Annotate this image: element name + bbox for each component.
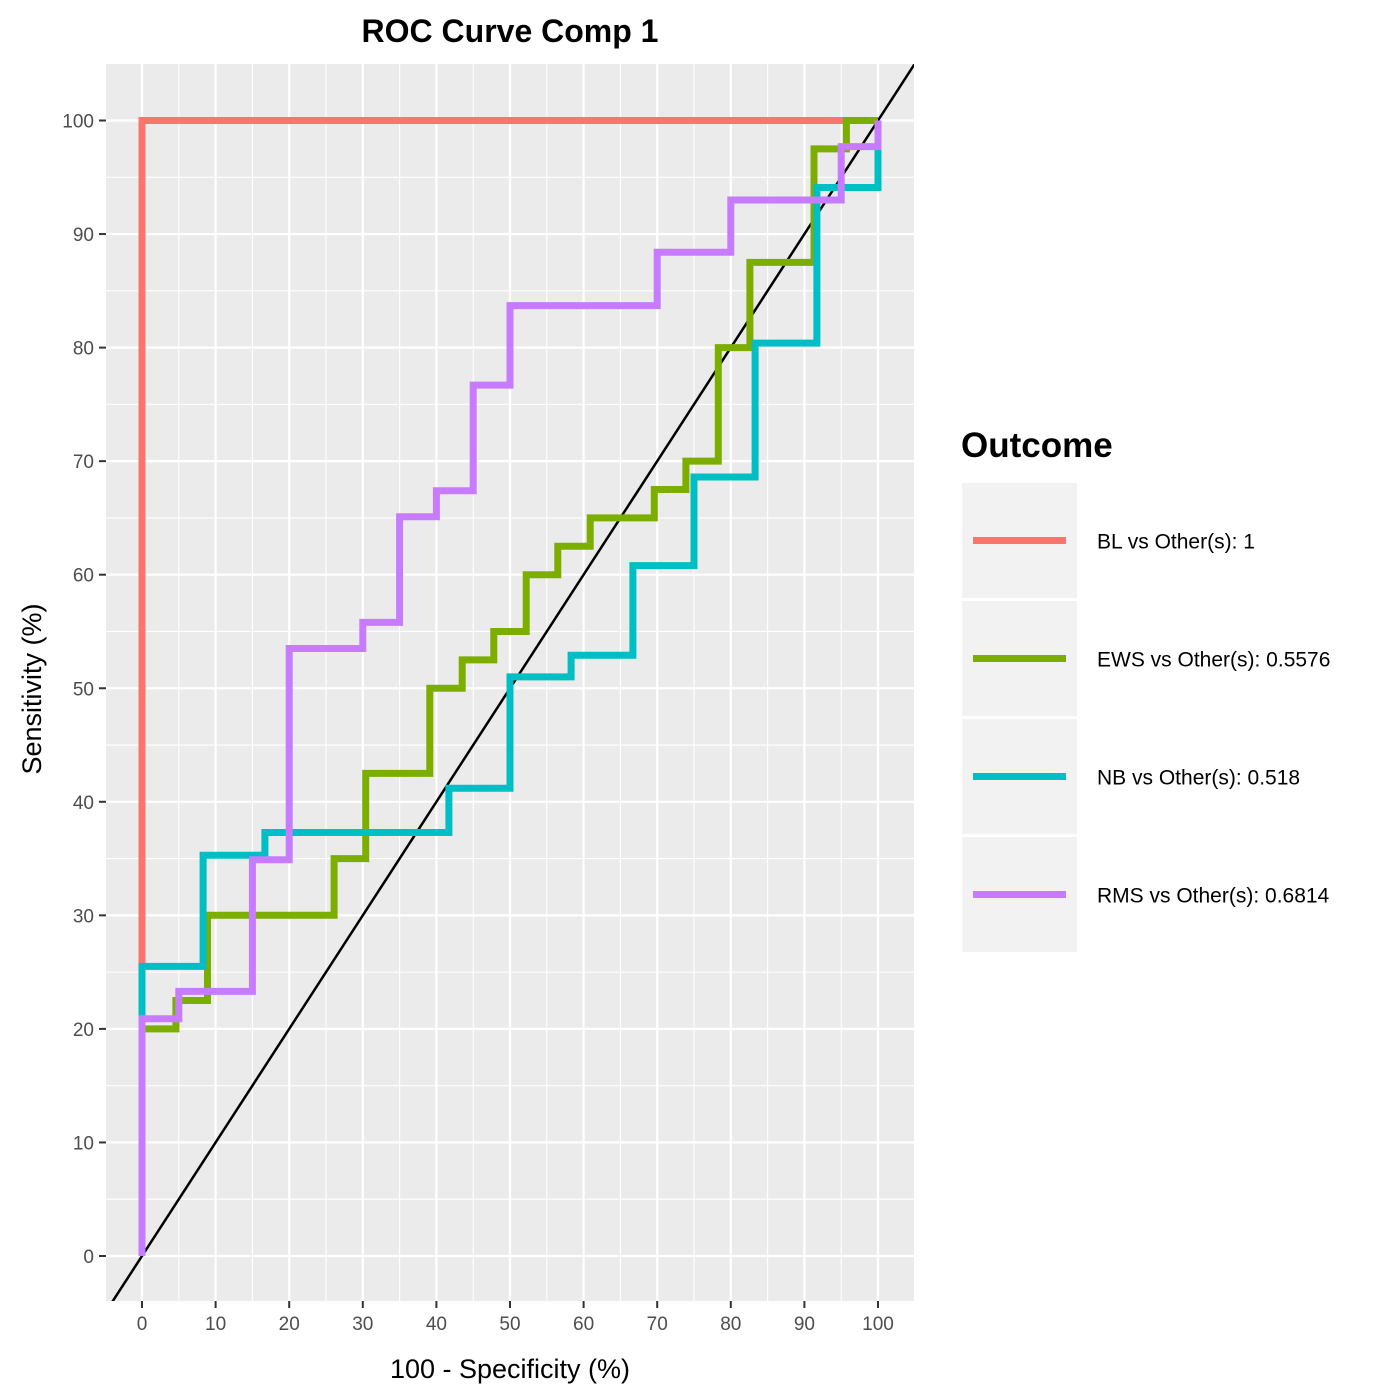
x-tick-label: 80: [720, 1314, 741, 1335]
roc-line-series-1: [138, 117, 878, 1256]
x-tick-label: 100: [862, 1314, 894, 1335]
x-tick-label: 50: [499, 1314, 520, 1335]
y-tick-label: 30: [73, 906, 94, 927]
roc-line-series-2: [138, 117, 878, 1256]
y-axis-title: Sensitivity (%): [17, 603, 47, 774]
y-tick-label: 0: [83, 1247, 94, 1268]
y-tick-label: 70: [73, 452, 94, 473]
y-tick-label: 90: [73, 225, 94, 246]
roc-line-series-3: [138, 120, 882, 1256]
y-tick-label: 20: [73, 1020, 94, 1041]
legend-label: NB vs Other(s): 0.518: [1097, 767, 1300, 790]
y-tick-label: 40: [73, 793, 94, 814]
x-tick-label: 60: [573, 1314, 594, 1335]
legend-label: EWS vs Other(s): 0.5576: [1097, 649, 1330, 672]
y-tick-label: 80: [73, 339, 94, 360]
legend-title: Outcome: [961, 426, 1113, 465]
roc-line-series-4: [138, 120, 882, 1256]
x-tick-label: 30: [352, 1314, 373, 1335]
x-tick-label: 10: [205, 1314, 226, 1335]
y-tick-label: 50: [73, 679, 94, 700]
x-tick-label: 70: [647, 1314, 668, 1335]
x-tick-label: 40: [426, 1314, 447, 1335]
y-tick-label: 10: [73, 1133, 94, 1154]
x-tick-label: 90: [794, 1314, 815, 1335]
chart-title: ROC Curve Comp 1: [362, 13, 659, 49]
axis-ticks: 0 10 20 30 40 50 60 70 80 90 100 0 10 20 30 40 50 60 70 80 9…: [62, 112, 894, 1336]
x-tick-label: 20: [279, 1314, 300, 1335]
y-tick-label: 60: [73, 566, 94, 587]
x-tick-label: 0: [137, 1314, 148, 1335]
x-axis-title: 100 - Specificity (%): [390, 1354, 630, 1384]
legend-label: BL vs Other(s): 1: [1097, 531, 1255, 554]
legend-label: RMS vs Other(s): 0.6814: [1097, 885, 1330, 908]
series-layer: [138, 117, 882, 1256]
y-tick-label: 100: [62, 112, 94, 133]
legend: Outcome BL vs Other(s): 1 EWS vs Other(s)…: [961, 426, 1330, 952]
